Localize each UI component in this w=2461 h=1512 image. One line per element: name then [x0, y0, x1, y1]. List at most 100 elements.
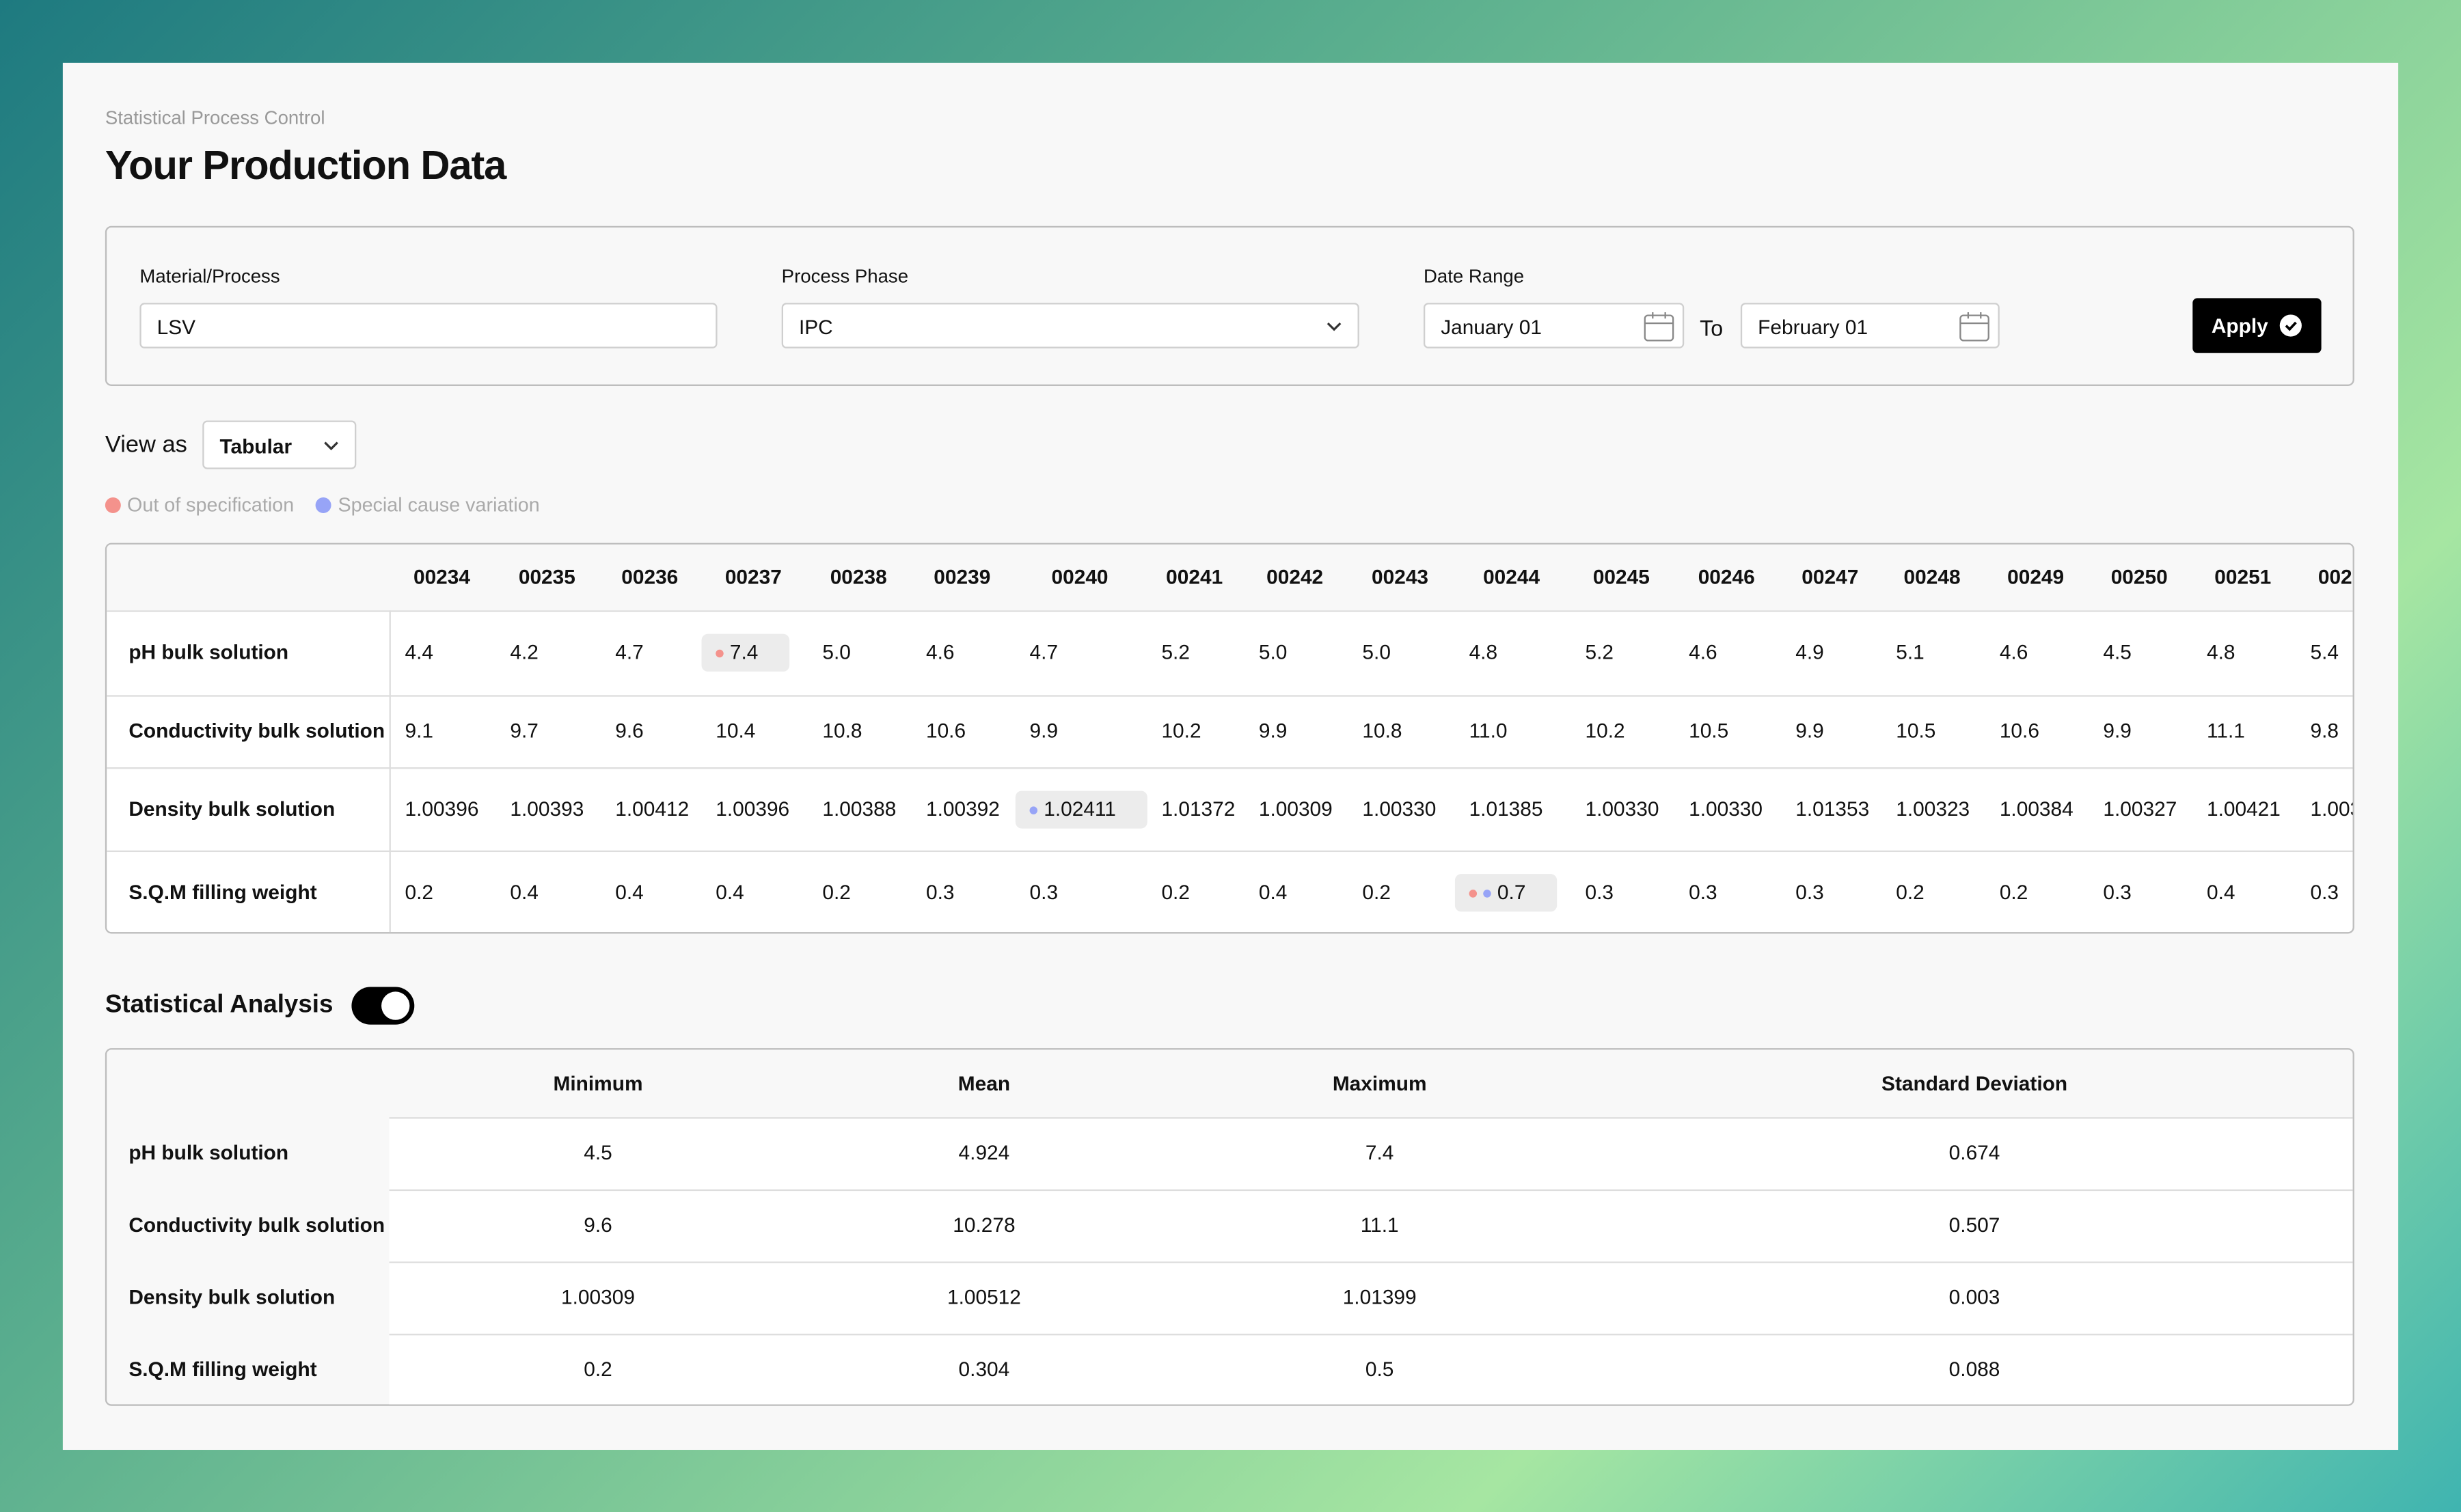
table-cell: 4.8 — [2207, 640, 2235, 665]
stat-value: 1.00309 — [561, 1284, 635, 1309]
cell-value: 4.7 — [1029, 640, 1059, 664]
cell-value: 0.4 — [1258, 879, 1288, 903]
cell-value: 0.2 — [1896, 879, 1925, 903]
cell-value: 0.3 — [2310, 879, 2339, 903]
stat-value: 7.4 — [1365, 1140, 1394, 1165]
table-cell: 9.9 — [1259, 719, 1288, 744]
table-cell: 9.7 — [510, 719, 539, 744]
table-cell: 4.9 — [1795, 640, 1824, 665]
date-value: January 01 — [1441, 315, 1542, 340]
table-cell: 0.3 — [1689, 879, 1717, 905]
table-cell: 1.00412 — [615, 797, 689, 822]
cell-value: 9.8 — [2310, 718, 2339, 743]
legend-label: Out of specification — [127, 494, 295, 517]
stat-value: 4.5 — [584, 1140, 612, 1165]
table-cell: 10.6 — [926, 719, 966, 744]
table-cell: 1.00396 — [405, 797, 479, 822]
cell-value: 9.9 — [1029, 718, 1059, 743]
table-cell: 0.2 — [1161, 879, 1190, 905]
cell-value: 0.4 — [2206, 879, 2235, 903]
toggle[interactable] — [351, 987, 415, 1025]
table-cell: 4.5 — [2103, 640, 2132, 665]
column-header: Standard Deviation — [1881, 1071, 2068, 1095]
column-header: 00250 — [2110, 564, 2168, 589]
column-header: 00234 — [413, 564, 470, 589]
cell-value: 1.00341 — [2310, 796, 2353, 820]
table-cell: 1.01372 — [1161, 797, 1235, 822]
date-value: February 01 — [1758, 315, 1868, 340]
table-cell: 4.6 — [2000, 640, 2028, 665]
table-cell: 0.4 — [716, 879, 744, 905]
cell-value: 1.00421 — [2206, 796, 2281, 820]
cell-value: 0.3 — [925, 879, 955, 903]
cell-value: 1.00330 — [1585, 796, 1659, 820]
cell-value: 1.01385 — [1469, 796, 1543, 820]
cell-value: 4.2 — [510, 640, 539, 664]
date-to[interactable]: February 01 — [1740, 303, 2000, 348]
row-label: S.Q.M filling weight — [128, 879, 317, 903]
table-cell: 1.01353 — [1795, 797, 1869, 822]
column-header: 00235 — [518, 564, 575, 589]
cell-value: 0.7 — [1497, 879, 1526, 903]
column-header: Maximum — [1332, 1071, 1427, 1095]
divider — [389, 610, 391, 933]
row-divider — [107, 695, 2353, 697]
table-cell: 4.6 — [1689, 640, 1717, 665]
column-header: 00243 — [1372, 564, 1429, 589]
cell-value: 0.3 — [2103, 879, 2132, 903]
table-cell: 4.7 — [615, 640, 644, 665]
analysis-title: Statistical Analysis — [105, 991, 334, 1019]
view-label: View as — [105, 431, 187, 458]
cell-value: 5.0 — [822, 640, 851, 664]
date-from[interactable]: January 01 — [1423, 303, 1685, 348]
stat-value: 1.01399 — [1342, 1284, 1417, 1309]
table-cell: 0.2 — [1896, 879, 1925, 905]
table-cell: 1.00323 — [1896, 797, 1970, 822]
cell-value: 0.3 — [1029, 879, 1059, 903]
cell-value: 1.00323 — [1896, 796, 1970, 820]
row-divider — [107, 767, 2353, 769]
cell-value: 10.4 — [716, 718, 756, 743]
stat-value: 0.674 — [1948, 1140, 2000, 1165]
legend-dot — [316, 497, 332, 513]
table-cell: 10.6 — [2000, 719, 2039, 744]
table-cell: 5.2 — [1586, 640, 1614, 665]
cell-value: 1.01372 — [1161, 796, 1236, 820]
table-cell: 0.2 — [405, 879, 434, 905]
check-icon — [2279, 314, 2302, 337]
apply-button[interactable]: Apply — [2192, 298, 2322, 353]
table-cell: 9.9 — [1030, 719, 1059, 744]
phase-select[interactable]: IPC — [781, 303, 1359, 348]
toggle-knob — [381, 991, 410, 1020]
cell-value: 1.00396 — [716, 796, 790, 820]
table-cell: 1.00341 — [2310, 796, 2353, 822]
button-label: Apply — [2211, 314, 2268, 338]
table-cell: 1.00330 — [1362, 797, 1436, 822]
column-header: 00251 — [2214, 564, 2272, 589]
table-cell: 9.9 — [1795, 719, 1824, 744]
material-input[interactable]: LSV — [139, 303, 718, 348]
cell-value: 1.00330 — [1689, 796, 1763, 820]
flag-dot — [1469, 889, 1478, 897]
cell-value: 1.00396 — [405, 796, 479, 820]
table-cell: 1.00421 — [2207, 797, 2281, 822]
cell-value: 5.0 — [1258, 640, 1288, 664]
column-header: Mean — [957, 1071, 1011, 1095]
column-header: Minimum — [553, 1071, 643, 1095]
cell-value: 4.5 — [2103, 640, 2132, 664]
row-divider — [389, 1261, 2353, 1263]
table-cell: 1.00384 — [2000, 797, 2074, 822]
table-cell: 0.2 — [2000, 879, 2028, 905]
table-cell: 10.5 — [1896, 719, 1935, 744]
table-cell: 5.4 — [2311, 640, 2339, 665]
cell-value: 5.0 — [1362, 640, 1391, 664]
stat-value: 4.924 — [958, 1140, 1010, 1165]
view-select[interactable]: Tabular — [202, 420, 357, 469]
table-cell: 0.3 — [1586, 879, 1614, 905]
cell-value: 4.9 — [1795, 640, 1824, 664]
column-header: 00245 — [1592, 564, 1650, 589]
cell-value: 0.2 — [1362, 879, 1391, 903]
cell-value: 1.00388 — [822, 796, 897, 820]
column-header: 00238 — [830, 564, 887, 589]
cell-value: 1.00384 — [1999, 796, 2074, 820]
